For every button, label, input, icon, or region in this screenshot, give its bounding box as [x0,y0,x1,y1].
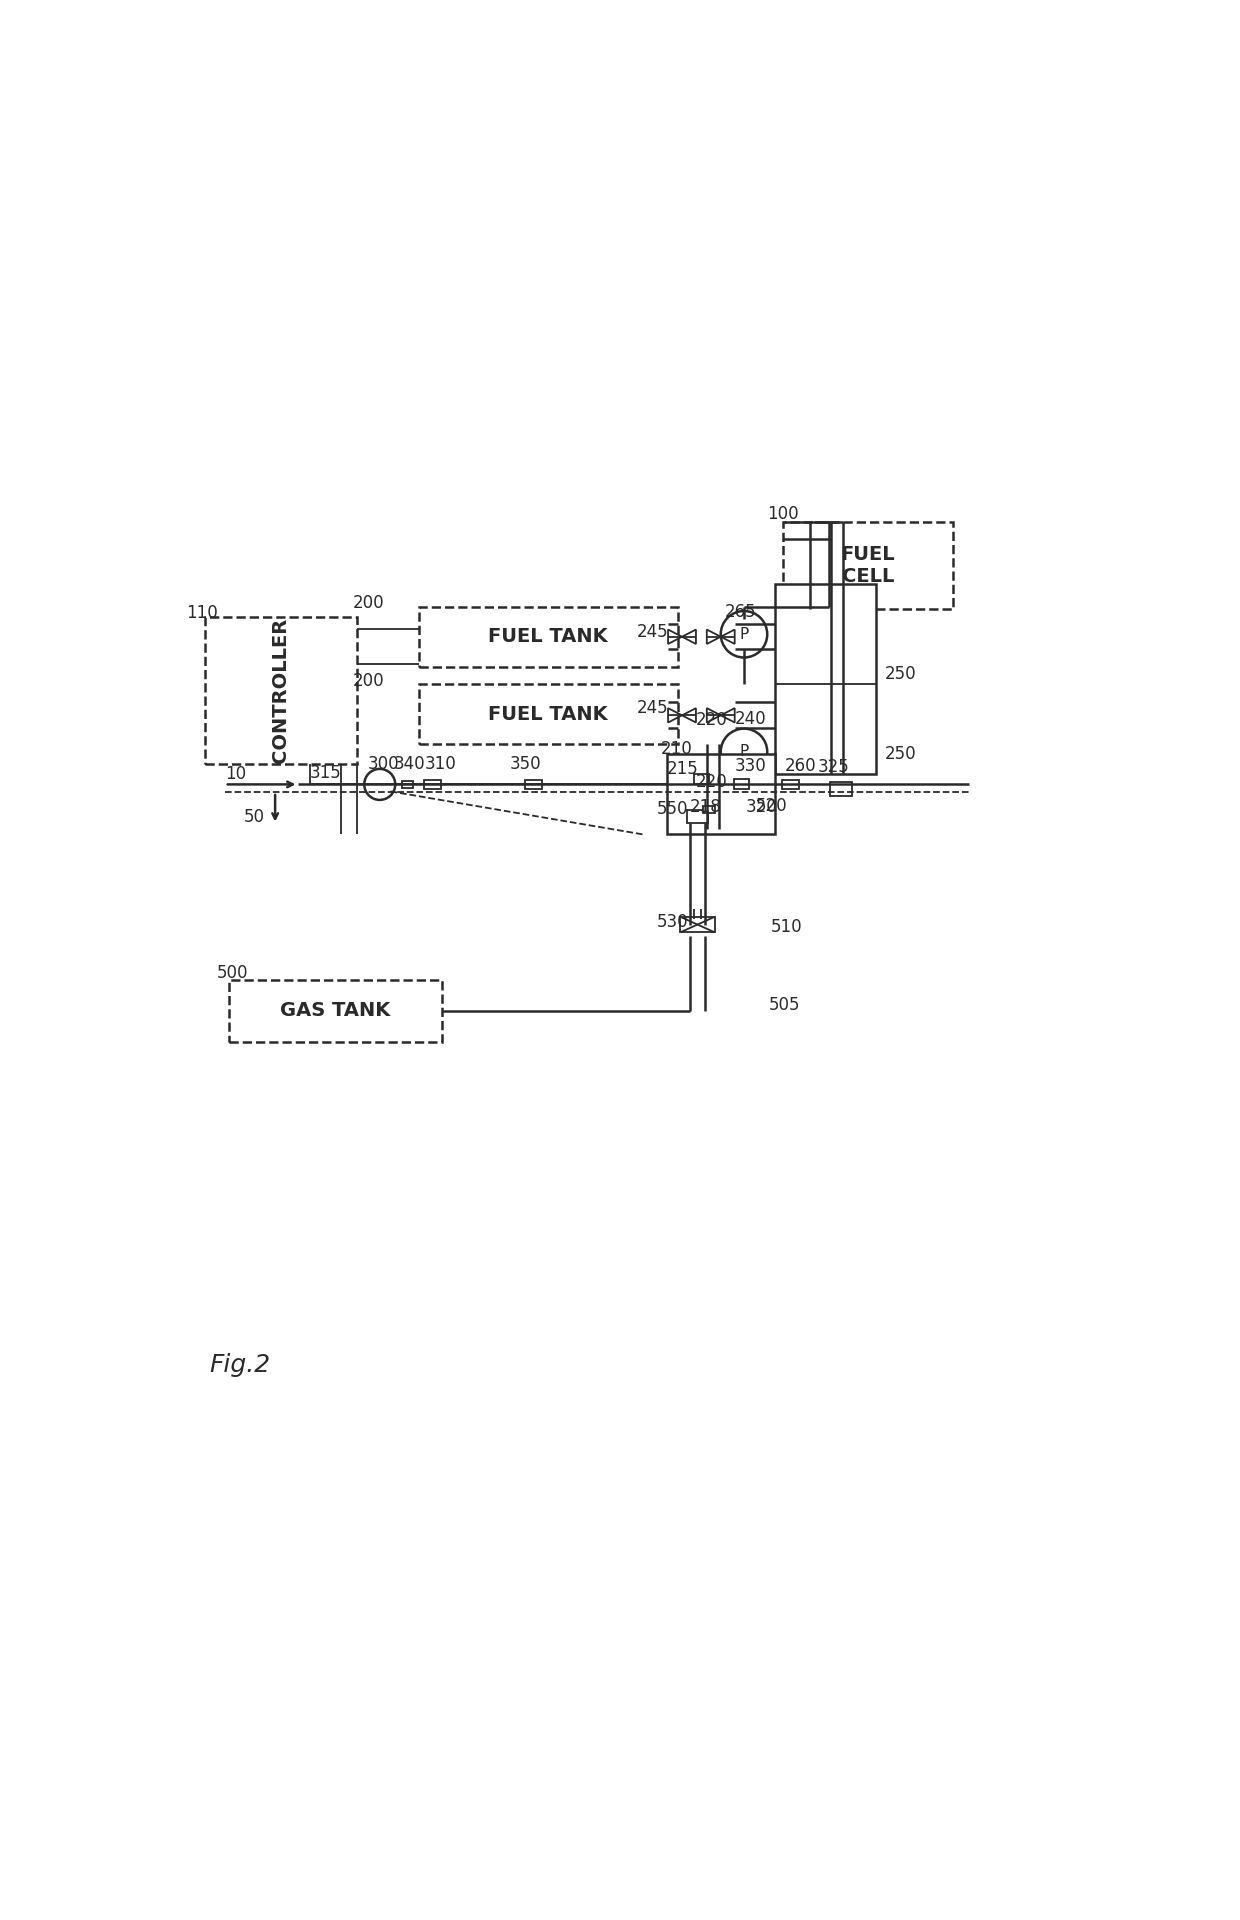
Text: 520: 520 [755,797,787,814]
Text: 245: 245 [637,699,668,718]
Text: 320: 320 [745,799,777,816]
Bar [830,783,852,797]
Text: 265: 265 [724,603,756,620]
Text: 220: 220 [696,774,728,791]
Text: 260: 260 [784,756,816,776]
Text: P: P [739,626,749,641]
Bar [525,780,542,789]
Bar [782,522,954,609]
Text: 325: 325 [817,758,849,776]
Bar [782,780,799,789]
Text: GAS TANK: GAS TANK [280,1000,389,1020]
Text: 220: 220 [696,710,728,730]
Text: 210: 210 [660,741,692,758]
Text: 50: 50 [244,808,265,826]
Text: 245: 245 [637,622,668,641]
Bar [667,755,775,835]
Bar [419,684,678,745]
Text: 218: 218 [689,799,722,816]
Text: 500: 500 [217,964,248,981]
Text: 330: 330 [734,756,766,776]
Text: 530: 530 [657,914,689,931]
Bar [775,584,875,774]
Text: FUEL TANK: FUEL TANK [489,705,608,724]
Text: 200: 200 [352,593,384,612]
Text: P: P [739,745,749,760]
Bar [734,780,749,789]
Text: 240: 240 [734,710,766,728]
Text: 200: 200 [352,672,384,689]
Text: 310: 310 [424,755,456,774]
Text: 110: 110 [186,605,218,622]
Bar [206,616,357,764]
Text: 10: 10 [224,766,246,783]
Text: CONTROLLER: CONTROLLER [272,618,290,762]
Bar [681,918,714,933]
Text: FUEL TANK: FUEL TANK [489,628,608,647]
Text: 350: 350 [510,755,542,774]
Text: FUEL
CELL: FUEL CELL [841,545,895,586]
Bar [687,810,708,824]
Text: 250: 250 [885,666,916,684]
Text: 100: 100 [768,505,799,522]
Text: 315: 315 [310,764,342,781]
Text: 505: 505 [769,996,800,1014]
Bar [424,780,441,789]
Text: 250: 250 [885,745,916,764]
Bar [402,781,413,787]
Bar [419,607,678,666]
Bar [693,774,709,785]
Text: 300: 300 [368,755,399,774]
Text: 215: 215 [667,760,698,778]
Bar [228,979,441,1043]
Text: Fig.2: Fig.2 [210,1354,270,1377]
Text: 340: 340 [394,755,425,774]
Text: 510: 510 [771,918,802,937]
Text: 550: 550 [657,801,688,818]
Bar [703,806,715,812]
